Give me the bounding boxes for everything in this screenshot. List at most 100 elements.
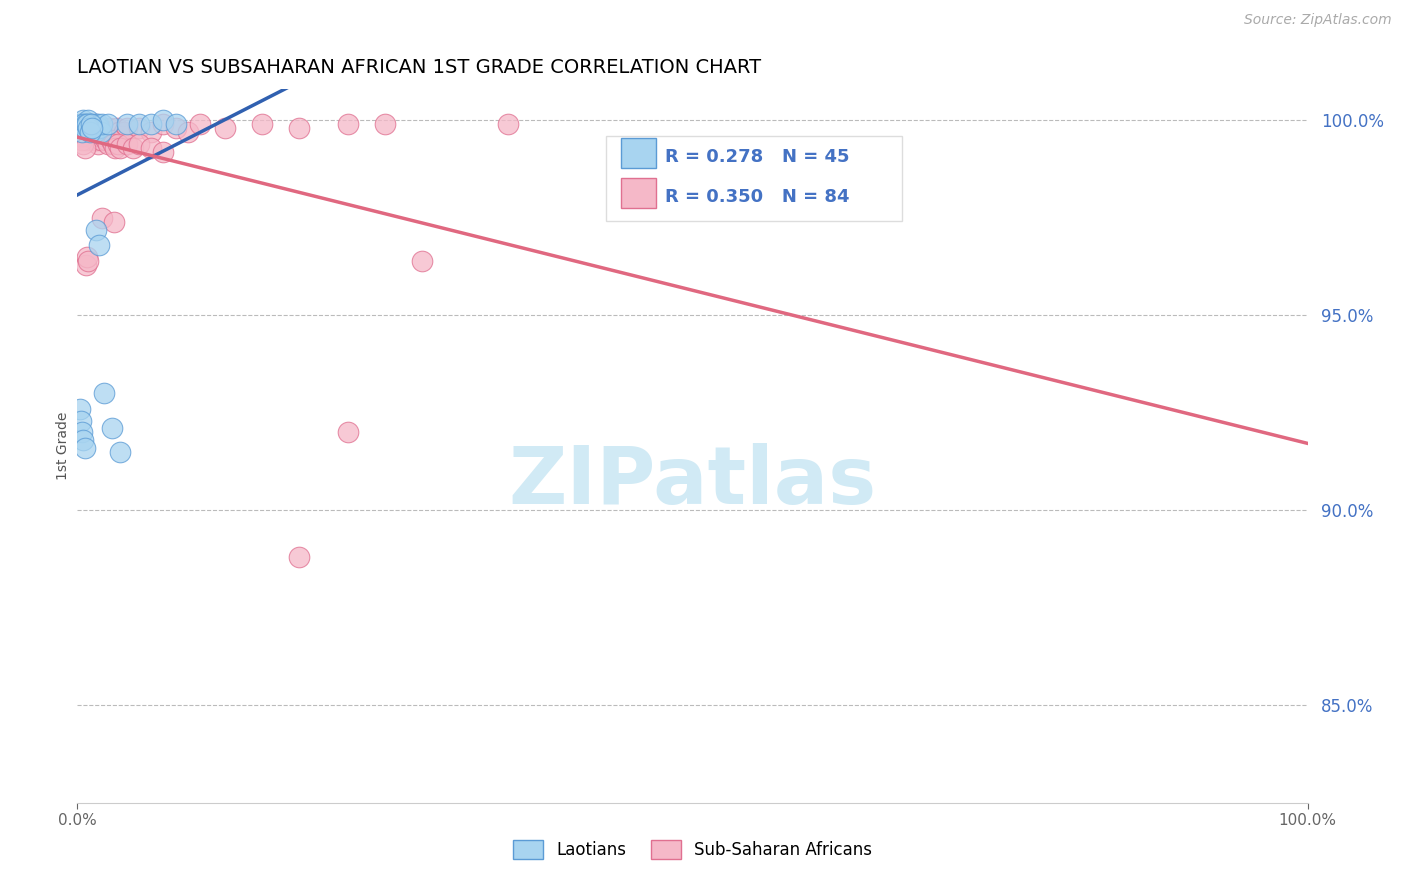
Point	[86, 133, 108, 147]
Point	[115, 136, 138, 151]
Point	[496, 117, 519, 131]
Point	[70, 425, 93, 440]
Point	[75, 258, 97, 272]
Text: Source: ZipAtlas.com: Source: ZipAtlas.com	[1244, 13, 1392, 28]
Point	[77, 128, 100, 143]
Point	[89, 121, 111, 136]
Point	[411, 253, 433, 268]
Text: ZIPatlas: ZIPatlas	[509, 442, 876, 521]
Point	[100, 133, 122, 147]
Point	[152, 117, 174, 131]
Point	[77, 113, 100, 128]
Point	[87, 125, 110, 139]
Point	[165, 117, 187, 131]
Point	[73, 128, 96, 143]
Point	[70, 128, 93, 143]
Point	[73, 125, 96, 139]
Point	[83, 133, 105, 147]
Text: R = 0.350   N = 84: R = 0.350 N = 84	[665, 188, 849, 206]
Point	[77, 121, 100, 136]
Point	[101, 128, 124, 143]
Point	[75, 133, 97, 147]
Point	[112, 125, 135, 139]
Point	[97, 136, 120, 151]
Point	[84, 128, 107, 143]
Point	[337, 425, 360, 440]
Point	[79, 125, 101, 139]
Point	[75, 117, 97, 131]
Point	[374, 117, 396, 131]
Point	[77, 125, 100, 139]
Point	[86, 121, 108, 136]
Point	[72, 433, 94, 447]
Bar	[621, 178, 655, 208]
Point	[76, 117, 98, 131]
Point	[70, 117, 93, 131]
Point	[177, 125, 200, 139]
Point	[111, 128, 132, 143]
Point	[82, 128, 104, 143]
Point	[90, 121, 112, 136]
Point	[82, 121, 104, 136]
Point	[76, 250, 98, 264]
Point	[73, 441, 96, 455]
Point	[70, 133, 93, 147]
Point	[104, 141, 127, 155]
Point	[77, 253, 100, 268]
Point	[84, 222, 107, 236]
Point	[103, 215, 125, 229]
Point	[69, 401, 91, 416]
FancyBboxPatch shape	[606, 136, 901, 221]
Point	[128, 136, 150, 151]
Point	[87, 117, 110, 131]
Point	[98, 121, 121, 136]
Point	[96, 125, 118, 139]
Point	[97, 117, 120, 131]
Point	[110, 445, 132, 459]
Point	[84, 125, 107, 139]
Point	[79, 125, 101, 139]
Point	[165, 121, 187, 136]
Point	[288, 550, 311, 565]
Point	[70, 121, 93, 136]
Point	[288, 121, 311, 136]
Point	[337, 117, 360, 131]
Point	[76, 121, 98, 136]
Point	[69, 117, 91, 131]
Point	[72, 117, 94, 131]
Point	[101, 136, 124, 151]
Point	[115, 121, 138, 136]
Point	[80, 128, 103, 143]
Point	[82, 121, 104, 136]
Point	[80, 117, 103, 131]
Point	[84, 117, 107, 131]
Point	[73, 121, 96, 136]
Point	[188, 117, 212, 131]
Point	[82, 125, 104, 139]
Point	[89, 238, 111, 252]
Point	[141, 125, 163, 139]
Point	[93, 386, 115, 401]
Point	[75, 121, 97, 136]
Point	[128, 117, 150, 131]
Point	[83, 125, 105, 139]
Point	[69, 117, 91, 131]
Point	[75, 117, 97, 131]
Point	[152, 145, 174, 159]
Point	[141, 117, 163, 131]
Point	[70, 121, 93, 136]
Point	[83, 117, 105, 131]
Point	[214, 121, 236, 136]
Point	[110, 141, 132, 155]
Text: LAOTIAN VS SUBSAHARAN AFRICAN 1ST GRADE CORRELATION CHART: LAOTIAN VS SUBSAHARAN AFRICAN 1ST GRADE …	[77, 57, 762, 77]
Point	[250, 117, 273, 131]
Point	[105, 121, 128, 136]
Point	[141, 141, 163, 155]
Point	[73, 141, 96, 155]
Point	[91, 128, 114, 143]
Point	[70, 128, 93, 143]
Point	[90, 133, 112, 147]
Bar	[621, 137, 655, 168]
Point	[70, 125, 93, 139]
Point	[90, 125, 114, 139]
